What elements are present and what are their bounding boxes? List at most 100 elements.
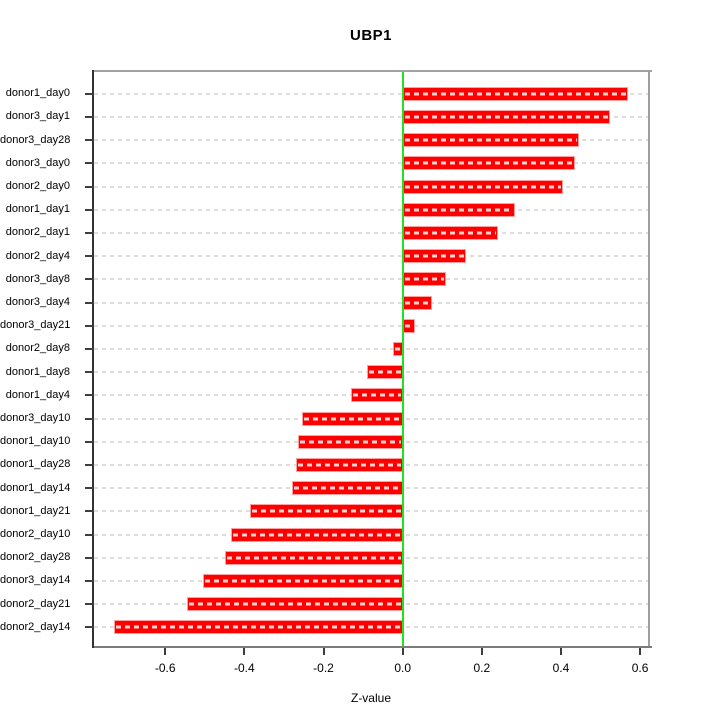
bar-dash-overlay [404,138,577,142]
plot-border-top [92,70,652,72]
bar [297,434,403,449]
row-gridline [94,347,648,350]
row-gridline [94,324,648,327]
y-tick [85,510,94,513]
y-tick [85,92,94,95]
y-tick [85,255,94,258]
bar [250,504,403,519]
bar [402,295,433,310]
y-tick [85,463,94,466]
bar-dash-overlay [404,208,514,212]
bar-dash-overlay [297,463,401,467]
x-axis-label: Z-value [350,691,391,705]
x-tick [164,648,167,655]
y-tick [85,417,94,420]
y-tick [85,208,94,211]
plot-border-right [648,70,650,648]
y-tick [85,115,94,118]
bar-dash-overlay [353,393,401,397]
bar [402,202,516,217]
x-tick-label: -0.6 [154,661,176,675]
plot-area [94,72,648,646]
bar [202,573,403,588]
bar-dash-overlay [369,370,401,374]
y-axis-label: donor3_day21 [0,319,71,332]
x-tick [639,648,642,655]
bar-dash-overlay [404,185,561,188]
y-axis-label: donor2_day21 [0,597,71,610]
y-axis-label: donor3_day8 [5,272,70,285]
x-tick [559,648,562,655]
bar-dash-overlay [404,115,609,119]
y-axis-label: donor2_day0 [5,180,70,192]
bar-dash-overlay [404,301,431,304]
y-axis-label: donor3_day10 [0,412,71,424]
bar [230,527,403,542]
y-axis-label: donor3_day14 [0,574,71,587]
x-tick-label: 0.6 [631,661,649,675]
y-axis-label: donor3_day28 [0,133,71,146]
bar-dash-overlay [404,254,464,258]
y-tick [85,278,94,281]
row-gridline [94,139,648,142]
bar [301,411,403,426]
bar [402,179,563,194]
row-gridline [94,115,648,118]
y-tick [85,579,94,582]
bar-dash-overlay [232,533,401,536]
x-tick [243,648,246,655]
y-axis-label: donor2_day8 [5,342,70,355]
y-tick [85,301,94,304]
bar-dash-overlay [204,579,401,583]
bar [186,597,403,612]
bar-dash-overlay [394,347,401,351]
y-axis-label: donor1_day10 [0,435,71,448]
row-gridline [94,208,648,211]
y-axis-label: donor2_day10 [0,528,71,540]
y-axis-label: donor2_day4 [5,249,70,262]
y-tick [85,347,94,350]
y-axis-label: donor2_day28 [0,551,71,564]
y-tick [85,162,94,165]
x-tick-label: 0.4 [552,661,570,675]
bar [402,133,579,148]
bar-dash-overlay [404,161,573,165]
bar-dash-overlay [404,92,627,96]
bar [402,156,575,171]
bar [402,109,611,124]
y-tick [85,487,94,490]
bar [367,365,403,380]
y-axis-label: donor1_day0 [5,87,70,100]
bar-dash-overlay [293,486,401,490]
y-tick [85,533,94,536]
bar-dash-overlay [299,440,401,444]
bar [224,550,403,565]
y-axis-label: donor3_day0 [5,156,70,169]
bar [402,86,629,101]
y-tick [85,371,94,374]
chart-title: UBP1 [349,27,392,44]
y-tick [85,626,94,629]
bar [402,225,498,240]
y-axis-label: donor3_day1 [5,110,70,123]
y-tick [85,231,94,234]
bar-dash-overlay [188,602,401,606]
bar-dash-overlay [226,556,401,560]
y-axis-label: donor1_day14 [0,481,71,494]
bar [291,481,403,496]
row-gridline [94,278,648,281]
row-gridline [94,255,648,258]
y-axis-label: donor1_day1 [5,203,70,216]
bar-dash-overlay [404,231,496,235]
x-tick [480,648,483,655]
x-tick [322,648,325,655]
x-tick [401,648,404,655]
row-gridline [94,92,648,95]
y-tick [85,394,94,397]
y-axis-label: donor1_day21 [0,504,71,517]
bar-dash-overlay [115,625,401,629]
zero-line [401,72,404,646]
plot-border-left [92,70,94,648]
y-axis-label: donor3_day4 [5,296,70,308]
bar-dash-overlay [404,277,445,281]
